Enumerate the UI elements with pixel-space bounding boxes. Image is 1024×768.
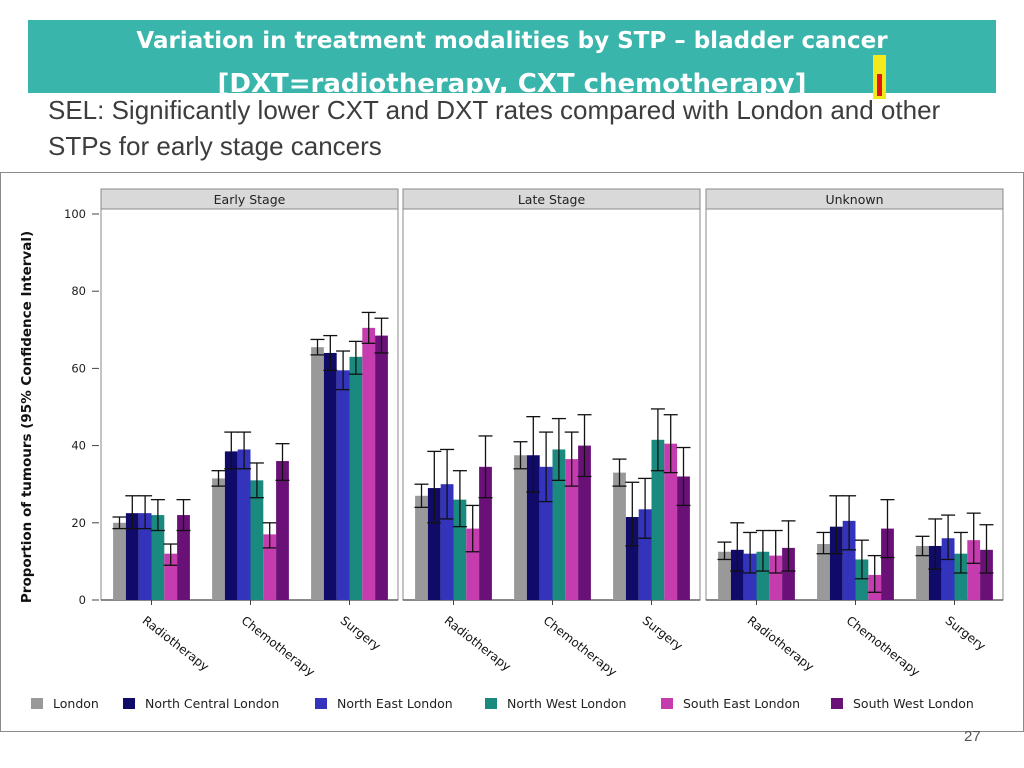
bar bbox=[212, 478, 225, 600]
bar bbox=[756, 551, 770, 600]
bar bbox=[743, 553, 757, 600]
bar bbox=[941, 538, 955, 600]
bar bbox=[263, 534, 277, 600]
legend-swatch bbox=[315, 698, 327, 709]
bar bbox=[842, 520, 856, 600]
chart-frame: Proportion of tumours (95% Confidence In… bbox=[0, 172, 1024, 732]
bar bbox=[177, 515, 190, 600]
panel-title: Late Stage bbox=[518, 192, 586, 207]
x-tick-label: Chemotherapy bbox=[844, 613, 923, 679]
legend-swatch bbox=[31, 698, 43, 709]
bar bbox=[237, 449, 251, 600]
x-tick-label: Surgery bbox=[943, 613, 989, 653]
bar bbox=[453, 499, 467, 600]
x-tick-label: Radiotherapy bbox=[140, 613, 212, 674]
bar bbox=[514, 455, 527, 600]
y-tick-label: 40 bbox=[71, 439, 86, 453]
bar bbox=[336, 370, 350, 600]
y-tick-label: 100 bbox=[64, 207, 86, 221]
bar bbox=[638, 509, 652, 600]
bar bbox=[276, 461, 289, 600]
bar bbox=[664, 443, 678, 600]
legend-label: North Central London bbox=[145, 696, 279, 711]
x-tick-label: Radiotherapy bbox=[442, 613, 514, 674]
bar bbox=[782, 547, 795, 600]
legend-swatch bbox=[485, 698, 497, 709]
bar bbox=[718, 551, 731, 600]
panel-title: Unknown bbox=[825, 192, 883, 207]
bar bbox=[466, 528, 480, 600]
bar bbox=[311, 347, 324, 600]
y-tick-label: 80 bbox=[71, 284, 86, 298]
bar bbox=[362, 327, 376, 600]
y-tick-label: 20 bbox=[71, 516, 86, 530]
bar bbox=[625, 517, 639, 600]
legend-label: North East London bbox=[337, 696, 453, 711]
bar bbox=[250, 480, 264, 600]
x-tick-label: Chemotherapy bbox=[239, 613, 318, 679]
x-tick-label: Surgery bbox=[640, 613, 686, 653]
bar-chart: Proportion of tumours (95% Confidence In… bbox=[19, 188, 1004, 711]
bar bbox=[415, 495, 428, 600]
bar bbox=[440, 484, 454, 600]
bar bbox=[855, 559, 869, 600]
legend-label: South West London bbox=[853, 696, 974, 711]
bar bbox=[323, 352, 337, 600]
bar bbox=[375, 335, 388, 600]
bar bbox=[651, 439, 665, 600]
bar bbox=[980, 549, 993, 600]
slide-title: Variation in treatment modalities by STP… bbox=[136, 28, 888, 54]
bar bbox=[817, 544, 830, 600]
bar bbox=[954, 553, 968, 600]
title-banner: Variation in treatment modalities by STP… bbox=[28, 20, 996, 94]
bar bbox=[113, 522, 126, 600]
x-tick-label: Radiotherapy bbox=[745, 613, 817, 674]
slide-subtitle: SEL: Significantly lower CXT and DXT rat… bbox=[48, 95, 941, 161]
bar bbox=[552, 449, 566, 600]
bar bbox=[151, 515, 165, 600]
bar bbox=[138, 513, 152, 600]
y-tick-label: 60 bbox=[71, 361, 86, 375]
bar bbox=[427, 488, 441, 600]
y-tick-label: 0 bbox=[79, 593, 86, 607]
legend-label: London bbox=[53, 696, 99, 711]
bar bbox=[677, 476, 690, 600]
bar bbox=[565, 459, 579, 600]
legend-swatch bbox=[831, 698, 843, 709]
bar bbox=[881, 528, 894, 600]
bar bbox=[613, 472, 626, 600]
legend-swatch bbox=[661, 698, 673, 709]
legend-label: North West London bbox=[507, 696, 626, 711]
panel-title: Early Stage bbox=[214, 192, 286, 207]
slide-title-abbreviations: [DXT=radiotherapy, CXT chemotherapy] bbox=[217, 69, 807, 94]
bar bbox=[769, 555, 783, 600]
page-number: 27 bbox=[964, 728, 981, 745]
cursor-mark bbox=[877, 74, 882, 96]
bar bbox=[578, 445, 591, 600]
legend-label: South East London bbox=[683, 696, 800, 711]
bar bbox=[928, 545, 942, 600]
bar bbox=[967, 540, 981, 600]
y-axis-label: Proportion of tumours (95% Confidence In… bbox=[19, 231, 35, 603]
x-tick-label: Surgery bbox=[338, 613, 384, 653]
bar bbox=[224, 451, 238, 600]
bar bbox=[916, 545, 929, 600]
x-tick-label: Chemotherapy bbox=[541, 613, 620, 679]
bar bbox=[829, 526, 843, 600]
bar bbox=[479, 466, 492, 600]
legend-swatch bbox=[123, 698, 135, 709]
bar bbox=[730, 549, 744, 600]
bar bbox=[539, 466, 553, 600]
bar bbox=[349, 356, 363, 600]
bar bbox=[125, 513, 139, 600]
